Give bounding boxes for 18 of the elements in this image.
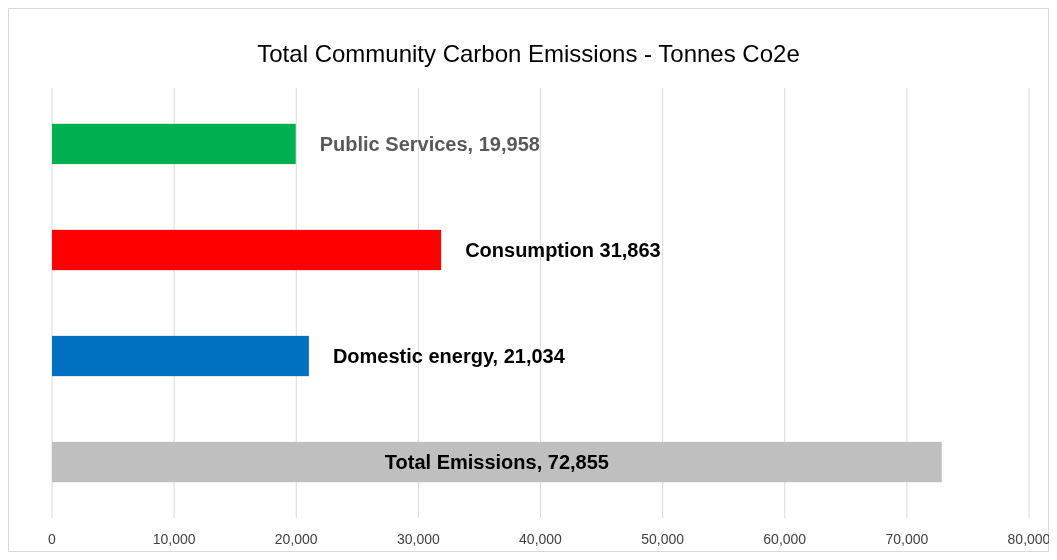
x-tick-label: 40,000: [519, 531, 563, 547]
bar: [52, 441, 942, 483]
x-tick-label: 10,000: [152, 531, 196, 547]
x-tick-label: 30,000: [396, 531, 440, 547]
x-tick-label: 80,000: [1007, 531, 1051, 547]
data-label: Total Emissions, 72,855: [384, 451, 609, 474]
x-tick-label: 70,000: [885, 531, 929, 547]
data-label: Public Services, 19,958: [319, 132, 540, 155]
data-label: Domestic energy, 21,034: [332, 345, 566, 368]
x-tick-label: 0: [48, 531, 57, 547]
x-tick-label: 60,000: [763, 531, 807, 547]
bar: [52, 229, 442, 271]
chart-title: Total Community Carbon Emissions - Tonnes Co2e: [257, 40, 800, 67]
bar: [52, 335, 309, 377]
x-tick-label: 50,000: [641, 531, 685, 547]
x-tick-label: 20,000: [274, 531, 318, 547]
bar: [52, 123, 296, 165]
data-label: Consumption 31,863: [465, 238, 661, 261]
